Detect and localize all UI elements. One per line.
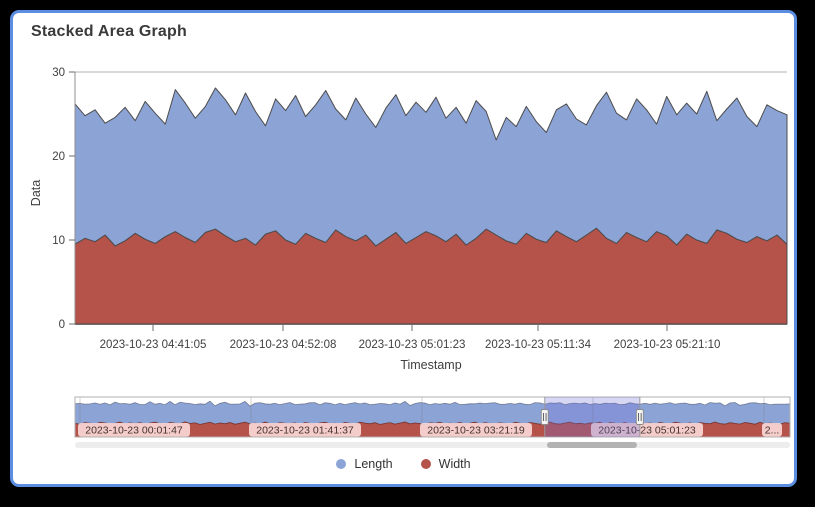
chart-card: Stacked Area Graph Data 0 10 20 30 2023-10-2… [10,10,797,487]
legend-label-width: Width [438,457,471,471]
width-series-swatch-icon [420,459,431,469]
legend: Length Width [13,457,794,471]
overview-tick-label: 2023-10-23 03:21:19 [427,425,525,437]
legend-item-length[interactable]: Length [336,457,393,471]
x-tick-label: 2023-10-23 05:21:10 [614,339,721,351]
range-scrollbar-thumb[interactable] [547,442,637,448]
overview-tick-chip [591,423,703,437]
main-chart: 0 10 20 30 2023-10-23 04:41:05 2023-10-23 04:… [52,67,791,438]
width-area [74,227,788,325]
x-axis-label: Timestamp [400,358,462,372]
overview-tick-label: 2023-10-23 05:01:23 [598,425,696,437]
length-series-swatch-icon [336,459,347,469]
overview-length-area [74,400,791,426]
length-area [74,87,788,247]
x-tick-label: 2023-10-23 04:52:08 [230,339,337,351]
chart-card-body: Stacked Area Graph Data 0 10 20 30 2023-10-2… [13,13,794,484]
overview-tick-chip [249,423,361,437]
y-tick-label: 10 [52,235,65,247]
overview-tick-chip [78,423,190,437]
y-tick-label: 30 [52,67,65,79]
x-tick-label: 2023-10-23 05:11:34 [485,339,592,351]
selection-handle-left[interactable] [540,409,549,425]
overview-tick-chip [420,423,532,437]
legend-item-width[interactable]: Width [420,457,471,471]
x-tick-label: 2023-10-23 05:01:23 [359,339,466,351]
overview-tick-label: 2023-10-23 00:01:47 [85,425,183,437]
y-tick-label: 0 [59,319,65,331]
x-tick-label: 2023-10-23 04:41:05 [100,339,207,351]
range-scrollbar-track[interactable] [75,442,790,448]
overview-tick-label: 2023-10-23 01:41:37 [256,425,354,437]
selection-handle-right[interactable] [635,409,644,425]
legend-label-length: Length [354,457,393,471]
selection-window[interactable] [544,397,640,437]
range-selector[interactable]: 2023-10-23 00:01:47 2023-10-23 01:41:37 20… [74,396,791,438]
overview-tick-chip [762,423,782,437]
y-tick-label: 20 [52,151,65,163]
page-title: Stacked Area Graph [31,23,187,40]
overview-tick-label: 2... [765,425,780,437]
